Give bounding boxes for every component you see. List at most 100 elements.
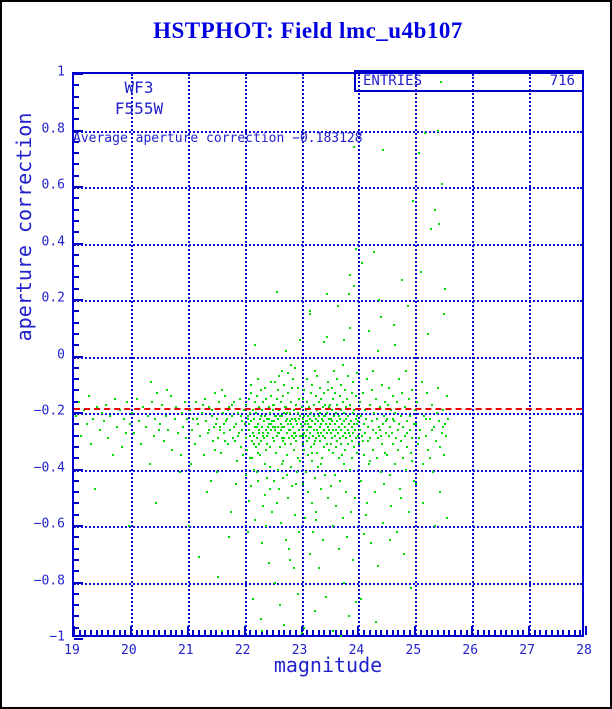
data-point: [279, 428, 282, 431]
data-point: [371, 448, 374, 451]
data-point: [283, 437, 286, 440]
data-point: [352, 423, 355, 426]
data-point: [334, 423, 337, 426]
y-minor-tick: [74, 434, 79, 437]
x-gridline: [301, 74, 304, 635]
data-point: [330, 431, 333, 434]
data-point: [198, 556, 201, 559]
y-minor-tick: [74, 547, 79, 550]
data-point: [313, 414, 316, 417]
x-minor-tick: [317, 630, 320, 635]
data-point: [216, 437, 219, 440]
data-point: [323, 474, 326, 477]
data-point: [302, 482, 305, 485]
data-point: [429, 457, 432, 460]
x-minor-tick: [380, 630, 383, 635]
data-point: [284, 406, 287, 409]
data-point: [274, 581, 277, 584]
y-minor-tick: [74, 197, 79, 200]
data-point: [169, 395, 172, 398]
x-minor-tick: [101, 630, 104, 635]
data-point: [314, 519, 317, 522]
data-point: [220, 451, 223, 454]
data-point: [292, 431, 295, 434]
data-point: [355, 601, 358, 604]
data-point: [230, 403, 233, 406]
data-point: [204, 420, 207, 423]
data-point: [280, 369, 283, 372]
y-minor-tick: [74, 152, 79, 155]
data-point: [228, 428, 231, 431]
data-point: [317, 465, 320, 468]
data-point: [430, 403, 433, 406]
data-point: [328, 406, 331, 409]
x-minor-tick: [95, 630, 98, 635]
data-point: [295, 403, 298, 406]
data-point: [421, 462, 424, 465]
data-point: [431, 471, 434, 474]
x-minor-tick: [567, 630, 570, 635]
data-point: [365, 378, 368, 381]
y-minor-tick: [74, 513, 79, 516]
data-point: [424, 417, 427, 420]
entries-value: 716: [549, 73, 575, 89]
data-point: [309, 431, 312, 434]
x-minor-tick: [272, 630, 275, 635]
data-point: [346, 536, 349, 539]
data-point: [227, 406, 230, 409]
data-point: [431, 428, 434, 431]
data-point: [291, 386, 294, 389]
data-point: [250, 485, 253, 488]
data-point: [317, 431, 320, 434]
x-minor-tick: [374, 630, 377, 635]
data-point: [175, 406, 178, 409]
data-point: [375, 397, 378, 400]
data-point: [347, 293, 350, 296]
data-point: [214, 423, 217, 426]
data-point: [329, 417, 332, 420]
data-point: [214, 392, 217, 395]
data-point: [433, 525, 436, 527]
data-point: [321, 539, 324, 542]
data-point: [296, 423, 298, 426]
x-minor-tick: [545, 630, 548, 635]
data-point: [316, 375, 319, 378]
data-point: [171, 448, 174, 451]
data-point: [218, 400, 221, 403]
data-point: [311, 383, 314, 386]
data-point: [276, 290, 279, 293]
data-point: [247, 499, 250, 502]
data-point: [387, 403, 390, 406]
data-point: [260, 426, 263, 429]
data-point: [292, 448, 295, 451]
data-point: [319, 431, 322, 434]
data-point: [410, 587, 413, 590]
y-gridline: [74, 300, 582, 302]
data-point: [318, 386, 321, 389]
data-point: [354, 417, 357, 420]
y-minor-tick: [74, 378, 79, 381]
y-minor-tick: [74, 219, 79, 222]
data-point: [85, 423, 88, 426]
x-minor-tick: [334, 630, 337, 635]
data-point: [257, 428, 260, 431]
data-point: [325, 423, 328, 426]
data-point: [332, 369, 335, 372]
data-point: [332, 451, 335, 454]
y-major-tick: [74, 468, 83, 471]
data-point: [353, 445, 356, 448]
data-point: [256, 423, 259, 426]
x-tick-label: 19: [64, 643, 80, 658]
y-minor-tick: [74, 276, 79, 279]
data-point: [226, 443, 229, 446]
data-point: [307, 437, 310, 440]
data-point: [124, 431, 127, 434]
data-point: [279, 423, 282, 426]
data-point: [385, 417, 388, 420]
x-minor-tick: [146, 630, 149, 635]
data-point: [268, 423, 271, 426]
data-point: [201, 412, 203, 414]
data-point: [131, 412, 134, 414]
data-point: [290, 465, 293, 468]
data-point: [311, 420, 314, 423]
